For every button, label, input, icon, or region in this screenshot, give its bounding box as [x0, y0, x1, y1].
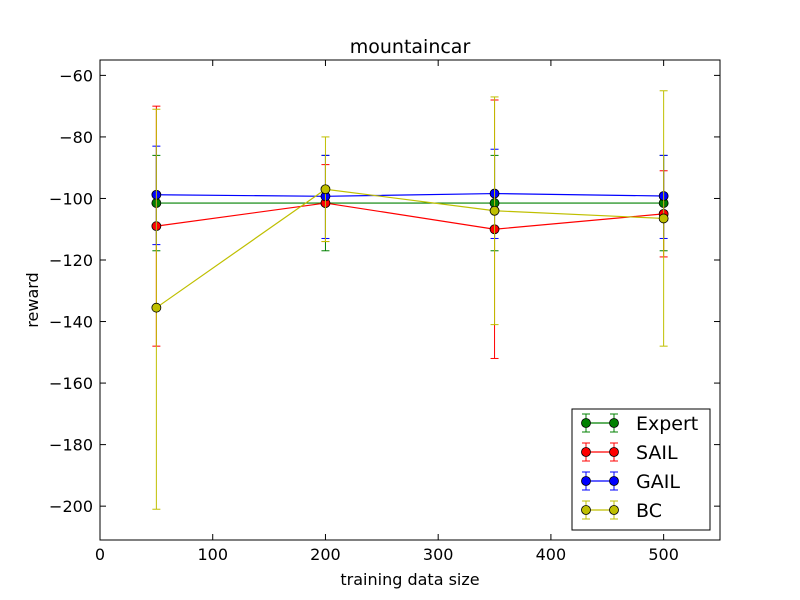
x-tick-label: 500 [648, 545, 679, 564]
data-point [489, 205, 500, 216]
legend-marker [581, 418, 591, 428]
legend-label: SAIL [636, 442, 678, 464]
y-tick-label: −180 [49, 436, 93, 455]
series-line [156, 192, 664, 197]
legend-label: GAIL [636, 471, 680, 493]
legend: Expert SAIL GAIL BC [571, 408, 711, 531]
series-layer [151, 90, 669, 510]
x-tick-label: 300 [423, 545, 454, 564]
y-axis-label: reward [23, 272, 42, 327]
legend-label: Expert [636, 413, 698, 435]
series-line [156, 202, 664, 230]
legend-entry-sail: SAIL [581, 442, 678, 464]
chart-title: mountaincar [350, 36, 471, 58]
y-tick-label: −200 [49, 497, 93, 516]
y-tick-label: −140 [49, 313, 93, 332]
legend-marker [609, 418, 619, 428]
legend-entry-gail: GAIL [581, 471, 680, 493]
x-tick-label: 100 [197, 545, 228, 564]
legend-marker [609, 447, 619, 457]
data-point [151, 302, 162, 313]
legend-marker [581, 476, 591, 486]
legend-entry-bc: BC [581, 500, 662, 522]
legend-label: BC [636, 500, 662, 522]
ticks-layer: 0 100 200 300 400 500 −200 −180 −160 −140 −120 −100… [49, 60, 720, 564]
x-tick-label: 400 [536, 545, 567, 564]
legend-marker [609, 505, 619, 515]
y-tick-label: −100 [49, 189, 93, 208]
plot-frame [99, 59, 721, 541]
x-axis-label: training data size [340, 570, 479, 589]
legend-marker [609, 476, 619, 486]
x-tick-label: 200 [310, 545, 341, 564]
y-tick-label: −160 [49, 374, 93, 393]
data-point [320, 184, 331, 195]
x-tick-label: 0 [95, 545, 105, 564]
legend-entry-expert: Expert [581, 413, 698, 435]
legend-marker [581, 447, 591, 457]
y-tick-label: −80 [59, 128, 93, 147]
series-line [156, 188, 664, 309]
data-point [658, 213, 669, 224]
series-bc [151, 90, 669, 510]
y-tick-label: −120 [49, 251, 93, 270]
y-tick-label: −60 [59, 66, 93, 85]
legend-marker [581, 505, 591, 515]
